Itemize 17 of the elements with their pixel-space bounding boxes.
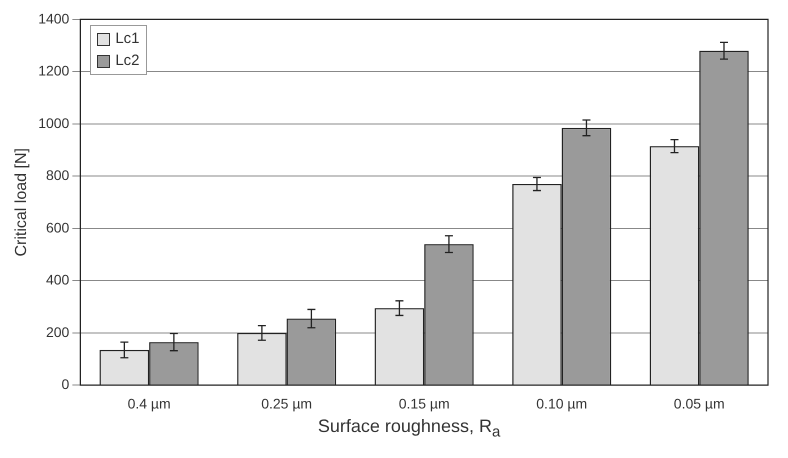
y-tick-label: 400 [46, 272, 70, 288]
x-axis-title: Surface roughness, R$_{a}$ [316, 416, 502, 441]
y-tick-label: 1200 [38, 62, 70, 79]
legend-label: Lc2 [115, 51, 140, 72]
x-tick-label: 0.25 µm [261, 395, 312, 412]
legend-label: Lc1 [115, 29, 140, 50]
x-tick-label: 0.10 µm [536, 395, 588, 412]
y-tick-label: 600 [46, 219, 70, 236]
x-tick-label: 0.05 µm [674, 395, 725, 412]
x-tick-label: 0.15 µm [398, 395, 450, 412]
y-tick-label: 1400 [38, 10, 70, 26]
y-tick-label: 200 [46, 324, 70, 340]
y-tick-label: 800 [46, 167, 70, 184]
x-tick-label: 0.4 µm [128, 395, 171, 412]
y-axis-title: Critical load [N] [13, 148, 30, 257]
y-tick-label: 0 [62, 376, 70, 392]
y-tick-label: 1000 [38, 114, 70, 131]
